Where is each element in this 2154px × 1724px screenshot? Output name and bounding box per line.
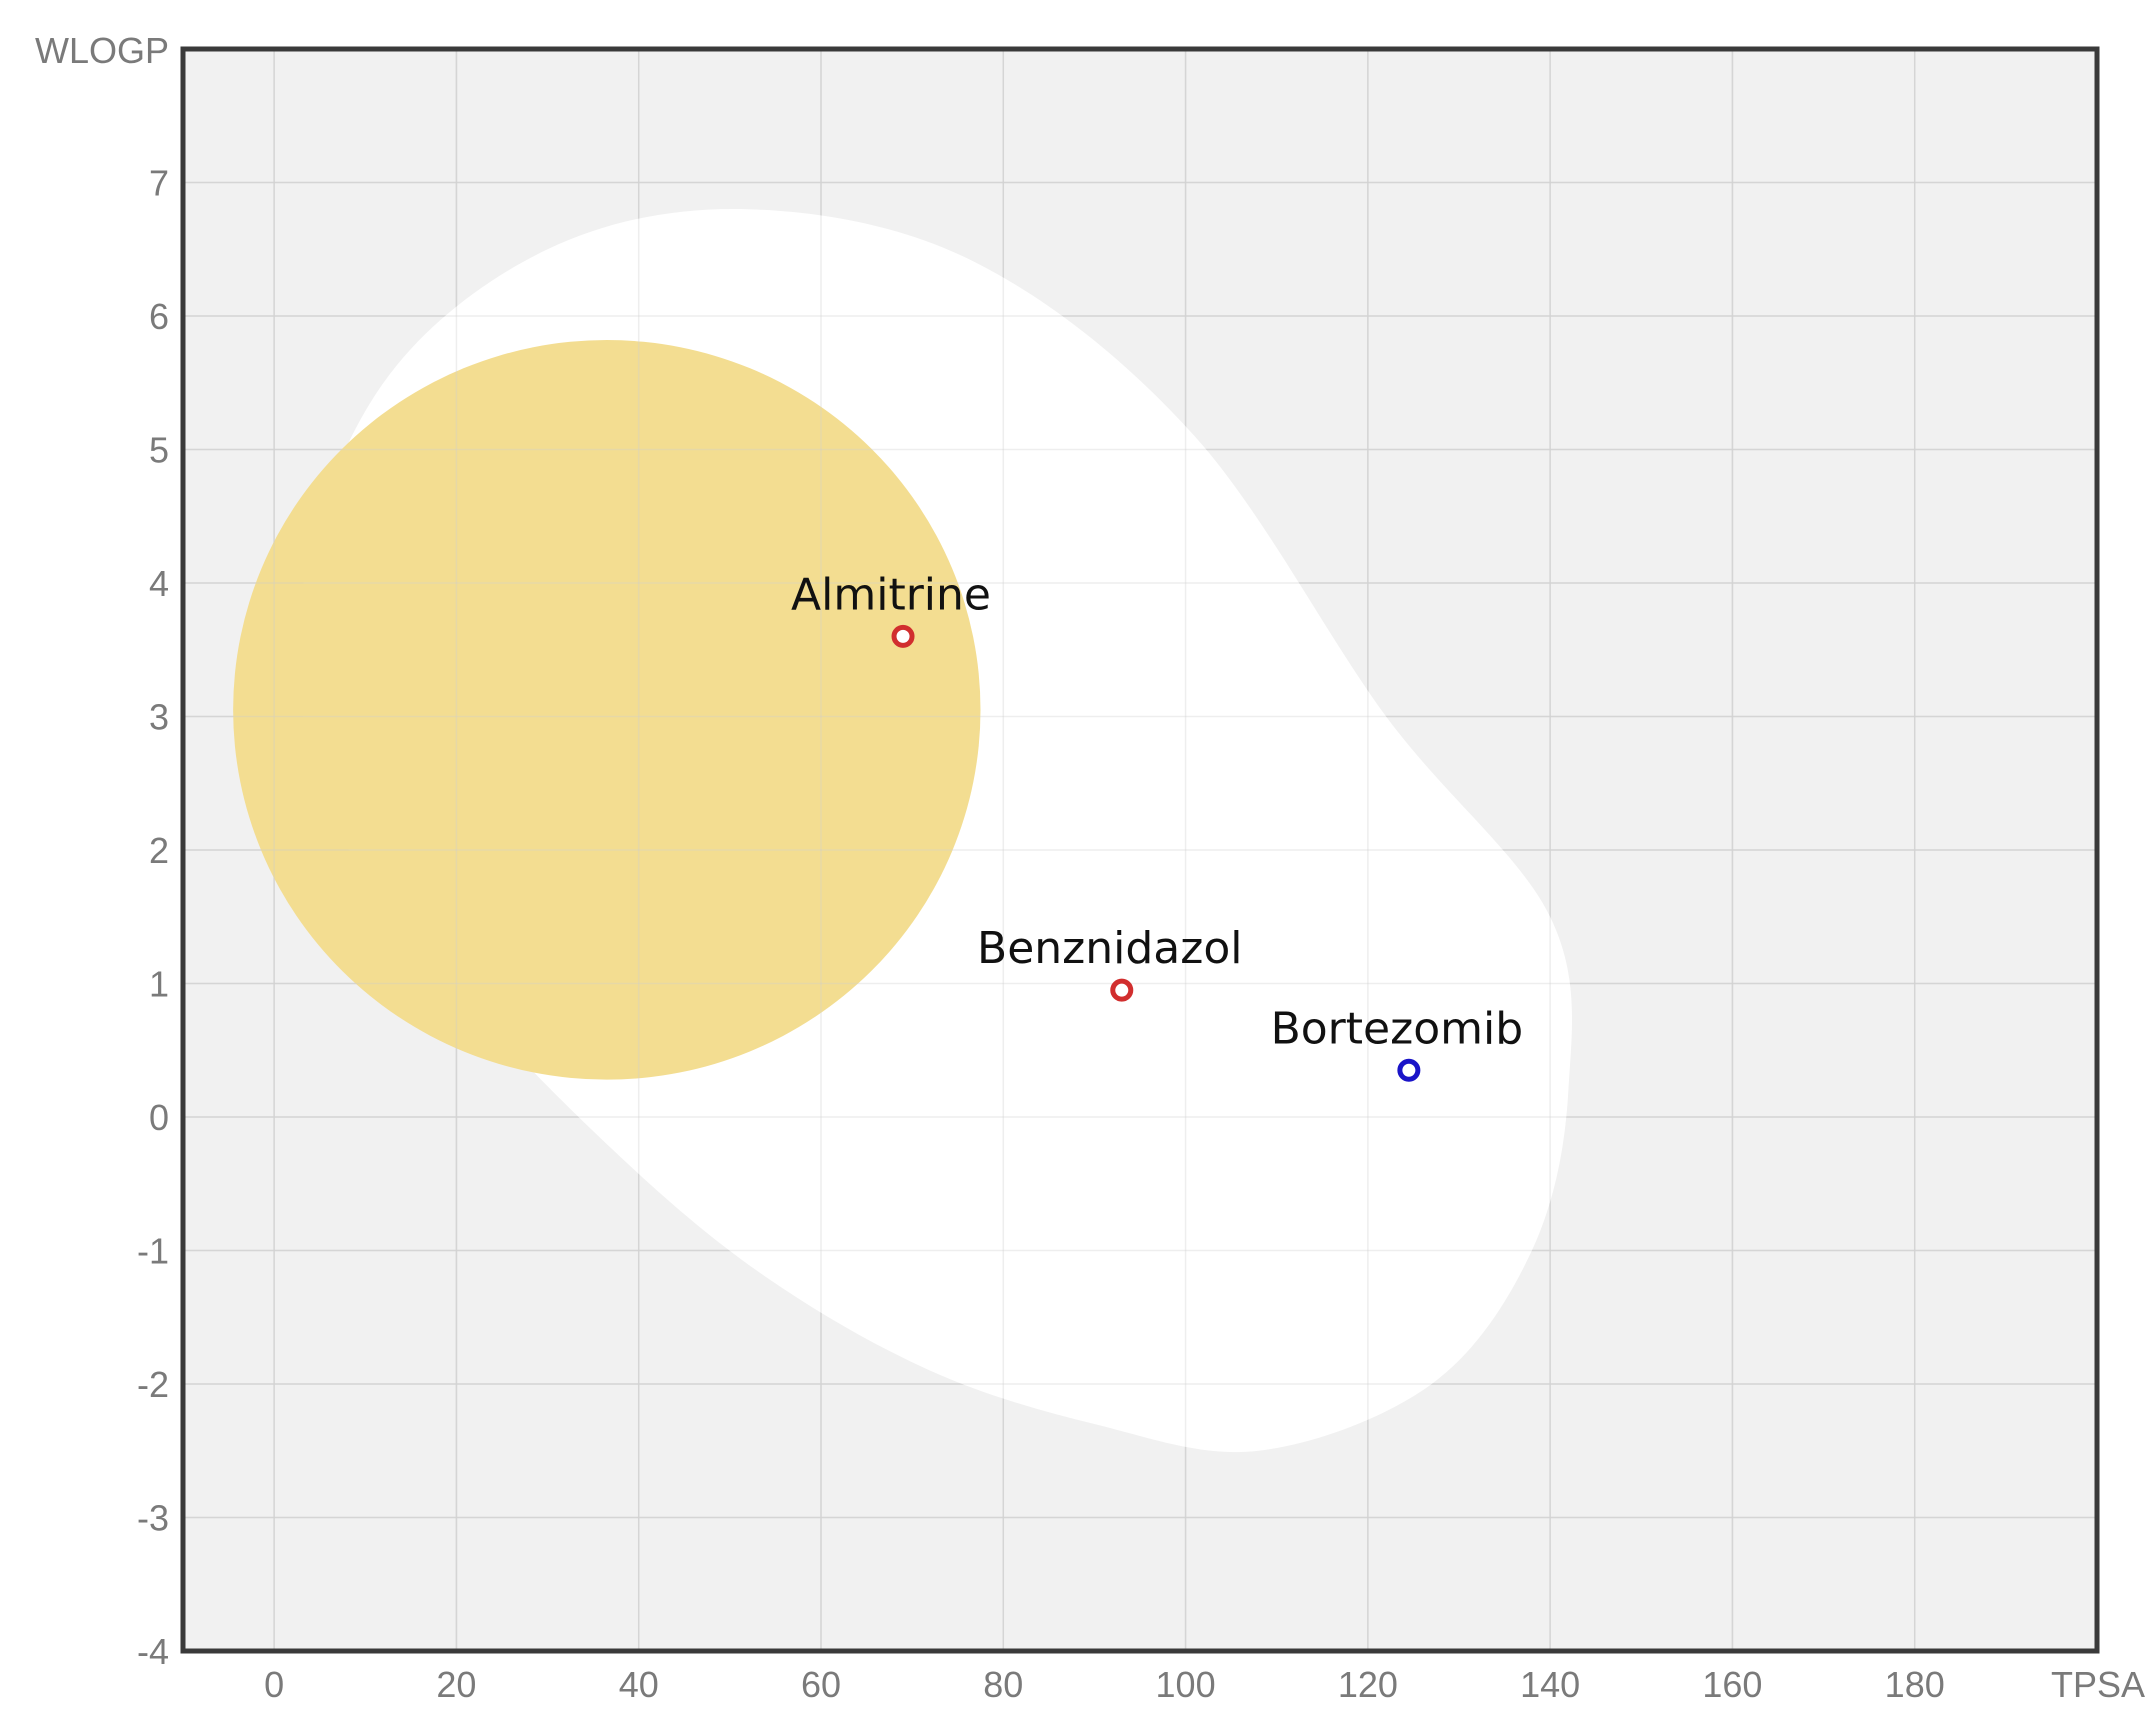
regions-layer: [233, 208, 1573, 1453]
x-tick-label: 60: [801, 1664, 841, 1705]
plot-frame: [180, 46, 2100, 1654]
x-tick-label: 100: [1156, 1664, 1216, 1705]
y-tick-label: -4: [137, 1631, 169, 1672]
x-tick-label: 160: [1702, 1664, 1762, 1705]
x-tick-label: 40: [619, 1664, 659, 1705]
y-tick-label: -1: [137, 1231, 169, 1272]
region-yolk: [233, 340, 981, 1080]
data-point: [1397, 1058, 1421, 1082]
grid-lines-overlay: [183, 49, 2097, 1651]
y-tick-label: -2: [137, 1364, 169, 1405]
data-points: Almitrine Benznidazol Bortezomib: [791, 569, 1524, 1082]
point-label: Almitrine: [791, 569, 991, 620]
data-point: [891, 624, 915, 648]
data-point: [1110, 978, 1134, 1002]
point-label: Bortezomib: [1271, 1003, 1524, 1054]
y-tick-label: 1: [149, 964, 169, 1005]
y-tick-label: 0: [149, 1097, 169, 1138]
x-tick-label: 180: [1885, 1664, 1945, 1705]
y-tick-label: 6: [149, 296, 169, 337]
x-tick-label: 120: [1338, 1664, 1398, 1705]
tick-labels: 0 20 40 60 80 100 120 140 160 180 -4 -3 -2 -1 0 1 2 3 4 5 6 7: [137, 163, 1945, 1706]
y-tick-label: 3: [149, 697, 169, 738]
x-axis-title: TPSA: [2051, 1664, 2145, 1705]
y-tick-label: 5: [149, 430, 169, 471]
y-tick-label: 4: [149, 563, 169, 604]
x-tick-label: 20: [436, 1664, 476, 1705]
x-tick-label: 0: [264, 1664, 284, 1705]
y-tick-label: 2: [149, 830, 169, 871]
y-tick-label: -3: [137, 1498, 169, 1539]
x-tick-label: 80: [983, 1664, 1023, 1705]
y-axis-title: WLOGP: [35, 30, 169, 71]
y-tick-label: 7: [149, 163, 169, 204]
point-label: Benznidazol: [977, 923, 1242, 974]
x-tick-label: 140: [1520, 1664, 1580, 1705]
